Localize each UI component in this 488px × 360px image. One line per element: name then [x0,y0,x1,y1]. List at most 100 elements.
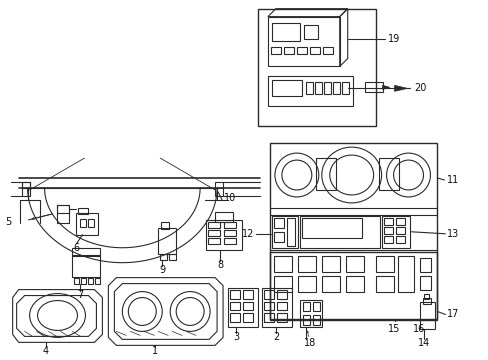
Bar [227,288,258,328]
Bar [57,205,68,223]
Bar [276,302,286,310]
Bar [271,216,297,248]
Bar [305,82,312,94]
Bar [169,254,176,260]
Text: 15: 15 [387,324,400,334]
Bar [419,276,430,289]
Bar [160,254,167,260]
Bar [345,256,363,272]
Bar [243,302,252,310]
Text: 8: 8 [217,260,223,270]
Bar [315,158,335,190]
Bar [243,314,252,323]
Bar [269,143,437,320]
Bar [395,227,404,234]
Bar [383,227,392,234]
Bar [72,255,100,276]
Bar [299,300,321,328]
Text: 12: 12 [241,229,253,239]
Polygon shape [382,85,389,89]
Bar [301,218,361,238]
Bar [345,276,363,292]
Bar [76,213,98,235]
Bar [375,256,393,272]
Bar [276,314,286,323]
Bar [267,76,352,106]
Bar [341,82,348,94]
Bar [375,276,393,292]
Bar [81,219,86,227]
Bar [229,314,240,323]
Bar [383,218,392,225]
Bar [297,276,315,292]
Bar [21,182,30,188]
Bar [321,256,339,272]
Bar [312,315,319,325]
Bar [264,314,273,323]
Bar [161,222,169,229]
Bar [264,289,273,298]
Bar [267,17,339,67]
Bar [273,218,284,228]
Text: 14: 14 [418,338,430,348]
Bar [270,46,280,54]
Bar [258,9,375,126]
Text: 4: 4 [42,346,48,356]
Text: 2: 2 [272,332,279,342]
Bar [322,46,332,54]
Bar [224,230,236,236]
Text: 13: 13 [447,229,459,239]
Bar [208,238,220,244]
Text: 10: 10 [224,193,236,203]
Text: 9: 9 [159,265,165,275]
Bar [296,46,306,54]
Text: 11: 11 [447,175,459,185]
Bar [312,302,319,311]
Bar [271,23,299,41]
Bar [224,238,236,244]
Bar [88,219,94,227]
Bar [208,222,220,228]
Bar [215,182,223,196]
Bar [269,252,437,319]
Bar [158,228,176,254]
Bar [262,288,291,328]
Bar [364,82,382,92]
Bar [81,278,86,284]
Bar [309,46,319,54]
Bar [95,278,100,284]
Text: 18: 18 [303,338,315,348]
Bar [205,220,242,250]
Bar [423,298,430,303]
Bar [383,236,392,243]
Bar [419,302,435,329]
Bar [323,82,330,94]
Bar [299,216,379,248]
Bar [215,212,233,222]
Bar [302,315,309,325]
Bar [321,276,339,292]
Text: 16: 16 [412,324,425,334]
Bar [286,218,294,246]
Text: 17: 17 [447,310,459,319]
Text: 7: 7 [77,289,83,300]
Bar [395,236,404,243]
Bar [395,218,404,225]
Text: 6: 6 [73,243,80,253]
Bar [273,256,291,272]
Bar [273,276,291,292]
Bar [229,289,240,298]
Polygon shape [394,85,407,91]
Bar [397,256,413,292]
Bar [284,46,293,54]
Bar [57,205,68,213]
Bar [424,293,428,298]
Text: 1: 1 [152,346,158,356]
Bar [303,24,317,39]
Bar [302,302,309,311]
Bar [78,208,88,214]
Bar [264,302,273,310]
Bar [21,182,30,196]
Bar [276,289,286,298]
Bar [74,278,80,284]
